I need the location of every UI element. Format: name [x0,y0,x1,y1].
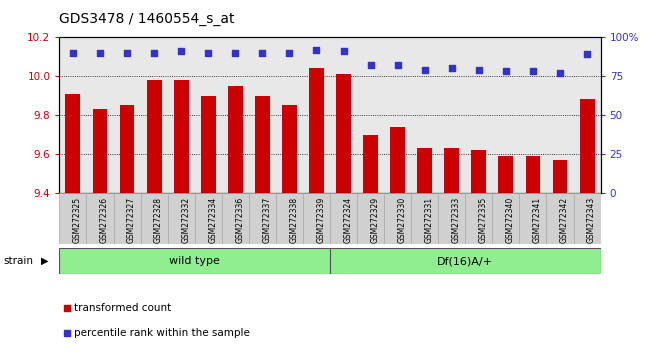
Bar [330,193,357,244]
Bar [492,193,519,244]
Point [420,67,430,73]
Text: GSM272327: GSM272327 [127,197,136,243]
Text: wild type: wild type [169,256,220,266]
Text: GSM272340: GSM272340 [506,197,515,243]
Bar [222,193,249,244]
Point [392,62,403,68]
Text: GSM272334: GSM272334 [208,197,217,243]
Bar [519,193,546,244]
Bar [119,105,135,193]
Point [230,50,240,56]
Bar [336,74,351,193]
Bar [255,96,270,193]
Text: GSM272338: GSM272338 [289,197,298,243]
Bar [276,193,303,244]
Point [473,67,484,73]
Bar [384,193,411,244]
Text: GSM272325: GSM272325 [73,197,82,243]
Text: GSM272331: GSM272331 [425,197,434,243]
Point [61,330,72,336]
Bar [357,193,384,244]
Text: transformed count: transformed count [74,303,171,313]
Bar [282,105,297,193]
Point [121,50,132,56]
Point [67,50,78,56]
Point [366,62,376,68]
Bar [201,96,216,193]
Text: percentile rank within the sample: percentile rank within the sample [74,328,249,338]
Text: GSM272337: GSM272337 [262,197,271,243]
Text: Df(16)A/+: Df(16)A/+ [438,256,493,266]
Bar [249,193,276,244]
Text: strain: strain [3,256,33,266]
Bar [59,248,330,274]
Bar [546,193,574,244]
Point [61,305,72,311]
Bar [59,193,86,244]
Text: GSM272332: GSM272332 [181,197,190,243]
Text: GDS3478 / 1460554_s_at: GDS3478 / 1460554_s_at [59,12,235,27]
Bar [363,135,378,193]
Text: GSM272335: GSM272335 [478,197,488,243]
Bar [303,193,330,244]
Bar [330,248,601,274]
Point [203,50,213,56]
Text: GSM272339: GSM272339 [317,197,325,243]
Point [554,70,565,76]
Text: ▶: ▶ [41,256,48,266]
Bar [552,160,568,193]
Bar [444,148,459,193]
Point [338,48,348,54]
Text: GSM272343: GSM272343 [587,197,596,243]
Bar [141,193,168,244]
Text: GSM272330: GSM272330 [397,197,407,243]
Text: GSM272333: GSM272333 [451,197,461,243]
Point [446,65,457,71]
Point [148,50,160,56]
Bar [147,80,162,193]
Bar [65,93,81,193]
Text: GSM272324: GSM272324 [343,197,352,243]
Bar [174,80,189,193]
Bar [471,150,486,193]
Bar [92,109,108,193]
Bar [498,156,513,193]
Bar [579,99,595,193]
Text: GSM272341: GSM272341 [533,197,542,243]
Text: GSM272329: GSM272329 [371,197,379,243]
Point [284,50,294,56]
Bar [86,193,114,244]
Bar [195,193,222,244]
Point [527,69,538,74]
Bar [417,148,432,193]
Text: GSM272336: GSM272336 [235,197,244,243]
Bar [574,193,601,244]
Bar [438,193,465,244]
Point [176,48,186,54]
Point [312,47,322,52]
Bar [525,156,541,193]
Point [257,50,268,56]
Text: GSM272326: GSM272326 [100,197,109,243]
Text: GSM272342: GSM272342 [560,197,569,243]
Point [500,69,511,74]
Bar [114,193,141,244]
Bar [309,68,324,193]
Bar [465,193,492,244]
Bar [168,193,195,244]
Text: GSM272328: GSM272328 [154,197,163,243]
Point [582,51,593,57]
Point [95,50,106,56]
Bar [228,86,243,193]
Bar [390,127,405,193]
Bar [411,193,438,244]
